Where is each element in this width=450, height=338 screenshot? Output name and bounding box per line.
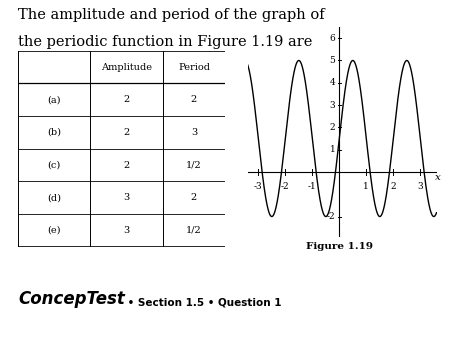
Text: 5: 5 xyxy=(329,56,335,65)
Text: 3: 3 xyxy=(124,226,130,235)
Text: 2: 2 xyxy=(329,123,335,132)
Text: 2: 2 xyxy=(391,182,396,191)
Text: 2: 2 xyxy=(124,128,130,137)
Text: 4: 4 xyxy=(329,78,335,87)
Text: the periodic function in Figure 1.19 are: the periodic function in Figure 1.19 are xyxy=(18,35,312,49)
Text: -1: -1 xyxy=(308,182,317,191)
Text: The amplitude and period of the graph of: The amplitude and period of the graph of xyxy=(18,8,324,22)
Text: 3: 3 xyxy=(124,193,130,202)
Text: 6: 6 xyxy=(329,34,335,43)
Text: 2: 2 xyxy=(124,95,130,104)
Text: Period: Period xyxy=(178,63,210,72)
Text: -3: -3 xyxy=(254,182,263,191)
Text: 3: 3 xyxy=(418,182,423,191)
Text: x: x xyxy=(435,173,441,182)
Text: 2: 2 xyxy=(191,193,197,202)
Text: 1/2: 1/2 xyxy=(186,161,202,170)
Text: (a): (a) xyxy=(48,95,61,104)
Text: 2: 2 xyxy=(191,95,197,104)
Text: ConcepTest: ConcepTest xyxy=(18,290,125,308)
Text: 3: 3 xyxy=(329,101,335,110)
Text: 1: 1 xyxy=(329,145,335,154)
Text: 2: 2 xyxy=(124,161,130,170)
Text: • Section 1.5 • Question 1: • Section 1.5 • Question 1 xyxy=(124,297,281,308)
Text: -2: -2 xyxy=(327,212,335,221)
Text: 1/2: 1/2 xyxy=(186,226,202,235)
Text: Figure 1.19: Figure 1.19 xyxy=(306,242,373,251)
Text: (d): (d) xyxy=(47,193,61,202)
Text: (e): (e) xyxy=(48,226,61,235)
Text: 1: 1 xyxy=(364,182,369,191)
Text: -2: -2 xyxy=(281,182,290,191)
Text: 3: 3 xyxy=(191,128,197,137)
Text: (b): (b) xyxy=(47,128,61,137)
Text: (c): (c) xyxy=(48,161,61,170)
Text: Amplitude: Amplitude xyxy=(101,63,152,72)
